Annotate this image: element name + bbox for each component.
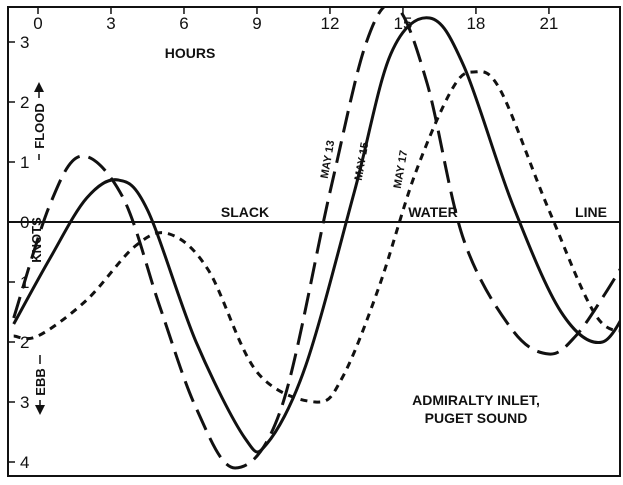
y-tick-label: 3: [20, 33, 29, 52]
series-label-may-15: MAY 15: [353, 141, 372, 181]
x-axis-ticks: 0 3 6 9 12 15 18 21: [33, 7, 558, 33]
ebb-label-bg: [33, 364, 47, 400]
ebb-arrowhead: [35, 405, 45, 415]
y-tick-label: 2: [20, 93, 29, 112]
ebb-label: EBB: [33, 368, 48, 395]
flood-indicator: FLOOD: [32, 82, 47, 160]
plot-frame: [7, 6, 621, 477]
x-tick-label: 9: [252, 14, 261, 33]
location-annotation-line-1: ADMIRALTY INLET,: [412, 392, 540, 408]
ebb-indicator: EBB: [33, 355, 48, 415]
flood-arrowhead: [34, 82, 44, 92]
series-line-may-17: [13, 70, 620, 404]
y-tick-label: 1: [20, 153, 29, 172]
x-tick-label: 6: [179, 14, 188, 33]
x-tick-label: 18: [466, 14, 485, 33]
x-tick-label: 0: [33, 14, 42, 33]
flood-label-bg: [32, 98, 46, 154]
flood-label: FLOOD: [32, 103, 47, 149]
line-label: LINE: [575, 204, 607, 220]
location-annotation-line-2: PUGET SOUND: [425, 410, 528, 426]
water-label: WATER: [408, 204, 458, 220]
x-axis-title: HOURS: [165, 45, 216, 61]
series-line-may-15: [12, 16, 620, 454]
series-lines: [12, 7, 620, 470]
slack-label: SLACK: [221, 204, 269, 220]
x-tick-label: 3: [106, 14, 115, 33]
series-label-may-17: MAY 17: [392, 149, 411, 189]
x-tick-label: 12: [320, 14, 339, 33]
y-tick-label: 2: [20, 333, 29, 352]
knots-label: KNOTS: [29, 217, 44, 263]
y-tick-label: 0: [20, 213, 29, 232]
y-tick-label: 3: [20, 393, 29, 412]
x-tick-label: 21: [539, 14, 558, 33]
y-tick-label: 4: [20, 453, 29, 472]
